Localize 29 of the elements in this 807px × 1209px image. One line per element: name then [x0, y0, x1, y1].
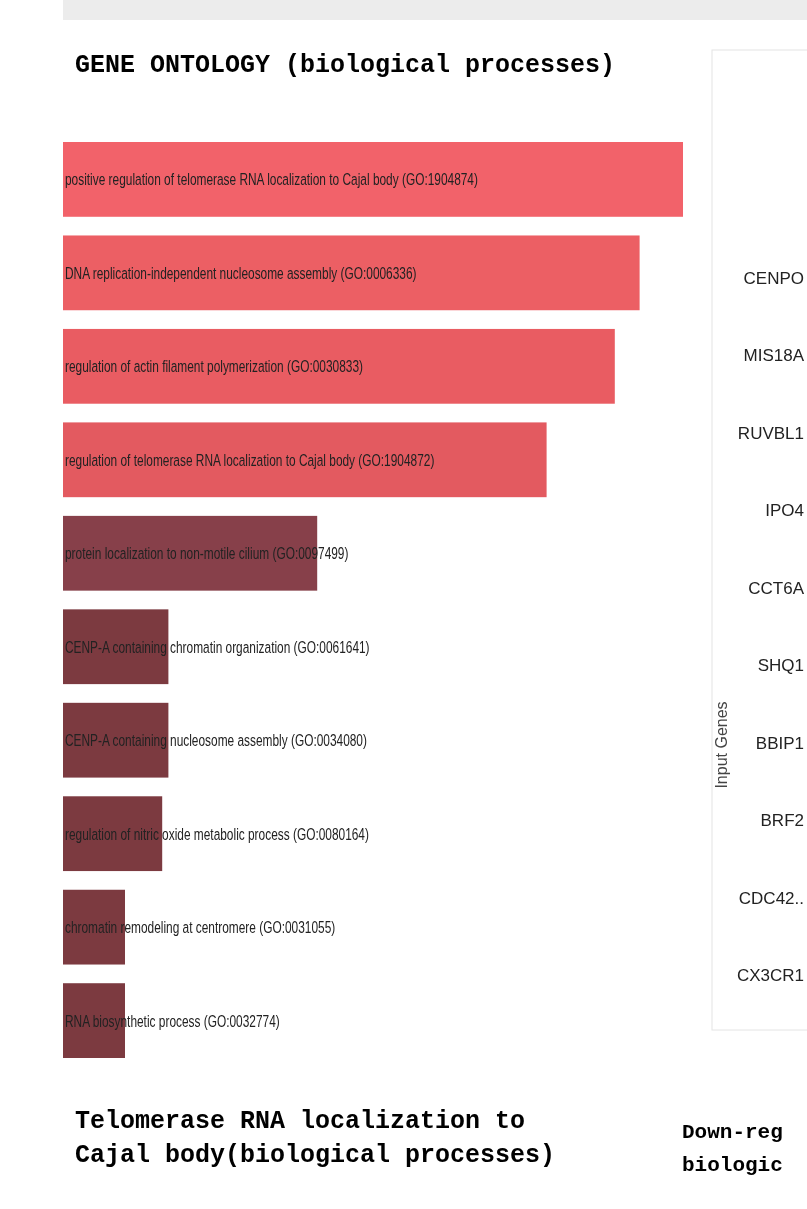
category-label: CENPO	[743, 269, 804, 288]
category-label: MIS18A	[743, 346, 805, 366]
bar	[63, 702, 169, 778]
chart-title: GENE ONTOLOGY (biological processes)	[75, 51, 616, 80]
category-label: BRF2	[760, 811, 804, 831]
bar	[63, 328, 615, 404]
text: Telomerase RNA localization to Cajal body(biological processes)	[75, 1107, 556, 1170]
category-label: CDC42..	[738, 888, 804, 908]
y-tick-label: CENP-A containing nucleosome assembly (GO:0034080)	[65, 731, 367, 750]
category-label: CX3CR1	[736, 966, 804, 985]
y-tick-label: DNA replication-independent nucleosome assembly (GO:0006336)	[65, 263, 417, 283]
category-label: CCT6A	[748, 578, 805, 598]
bar	[63, 422, 547, 498]
bar	[63, 609, 169, 685]
text: biologic	[682, 1154, 783, 1177]
y-tick-label: CENP-A containing chromatin organization (GO:0061641)	[65, 637, 370, 657]
y-tick-label: positive regulation of telomerase RNA localization to Cajal body (GO:1904874)	[65, 170, 478, 189]
bar	[63, 235, 640, 311]
y-tick-label: regulation of nitric oxide metabolic process (GO:0080164)	[65, 824, 369, 844]
bar	[63, 796, 163, 872]
text: Input Genes	[713, 701, 730, 789]
y-tick-label: regulation of actin filament polymerization (GO:0030833)	[65, 357, 363, 376]
category-label: BBIP1	[755, 733, 804, 753]
category-label: SHQ1	[757, 656, 804, 676]
bar	[63, 142, 683, 217]
text: Down-reg	[682, 1121, 783, 1144]
category-label: IPO4	[765, 501, 804, 521]
category-label: RUVBL1	[737, 423, 804, 443]
y-tick-label: regulation of telomerase RNA localization to Cajal body (GO:1904872)	[65, 450, 435, 470]
